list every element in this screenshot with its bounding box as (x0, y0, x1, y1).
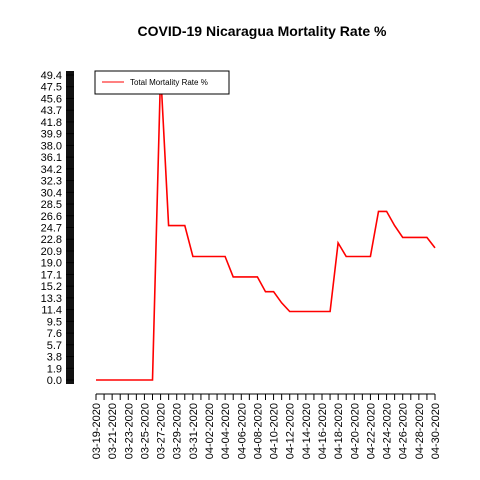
x-tick-label: 04-20-2020 (349, 403, 361, 459)
y-tick-label: 0.0 (47, 375, 62, 387)
y-tick-label: 41.8 (41, 117, 62, 129)
chart-title: COVID-19 Nicaragua Mortality Rate % (138, 23, 388, 39)
x-tick-label: 04-16-2020 (317, 403, 329, 459)
x-tick-label: 04-08-2020 (252, 403, 264, 459)
x-tick-label: 03-23-2020 (123, 403, 135, 459)
y-tick-label: 36.1 (41, 152, 62, 164)
y-tick-label: 47.5 (41, 82, 62, 94)
y-tick-label: 11.4 (41, 305, 62, 317)
x-tick-label: 04-04-2020 (220, 403, 232, 459)
y-tick-label: 45.6 (41, 93, 62, 105)
x-tick-label: 03-19-2020 (91, 403, 103, 459)
plot-series (96, 71, 436, 381)
y-axis: 0.01.93.85.77.69.511.413.315.217.119.020… (41, 70, 74, 387)
y-tick-label: 32.3 (41, 176, 62, 188)
y-tick-label: 1.9 (47, 363, 62, 375)
x-tick-label: 04-06-2020 (236, 403, 248, 459)
y-tick-label: 22.8 (41, 234, 62, 246)
x-tick-label: 04-02-2020 (204, 403, 216, 459)
x-tick-label: 04-14-2020 (301, 403, 313, 459)
x-tick-label: 04-18-2020 (333, 403, 345, 459)
y-tick-label: 26.6 (41, 211, 62, 223)
y-tick-label: 9.5 (47, 316, 62, 328)
x-tick-label: 04-30-2020 (430, 403, 442, 459)
y-tick-label: 5.7 (47, 340, 62, 352)
y-tick-label: 24.7 (41, 223, 62, 235)
x-tick-label: 04-26-2020 (398, 403, 410, 459)
y-tick-label: 43.7 (41, 105, 62, 117)
legend-label: Total Mortality Rate % (130, 78, 208, 87)
x-tick-label: 04-12-2020 (285, 403, 297, 459)
y-tick-label: 15.2 (41, 281, 62, 293)
legend: Total Mortality Rate % (94, 70, 230, 95)
x-tick-label: 03-21-2020 (107, 403, 119, 459)
y-tick-label: 30.4 (41, 187, 62, 199)
y-tick-label: 28.5 (41, 199, 62, 211)
x-tick-label: 04-22-2020 (365, 403, 377, 459)
x-tick-label: 04-24-2020 (382, 403, 394, 459)
x-tick-label: 03-25-2020 (139, 403, 151, 459)
x-tick-label: 03-27-2020 (156, 403, 168, 459)
legend-box (94, 70, 230, 95)
x-tick-label: 04-10-2020 (269, 403, 281, 459)
y-tick-label: 34.2 (41, 164, 62, 176)
y-tick-label: 38.0 (41, 140, 62, 152)
y-tick-label: 39.9 (41, 129, 62, 141)
x-axis: 03-19-2020 03-21-2020 03-23-2020 03-25-2020… (91, 393, 442, 459)
y-tick-label: 49.4 (41, 70, 62, 82)
y-tick-label: 3.8 (47, 352, 62, 364)
y-tick-label: 13.3 (41, 293, 62, 305)
y-tick-label: 17.1 (41, 269, 62, 281)
y-tick-label: 7.6 (47, 328, 62, 340)
y-tick-label: 19.0 (41, 258, 62, 270)
x-tick-label: 04-28-2020 (414, 403, 426, 459)
series-line-total-mortality-rate (96, 71, 436, 381)
x-tick-label: 03-31-2020 (188, 403, 200, 459)
x-tick-label: 03-29-2020 (172, 403, 184, 459)
y-tick-label: 20.9 (41, 246, 62, 258)
